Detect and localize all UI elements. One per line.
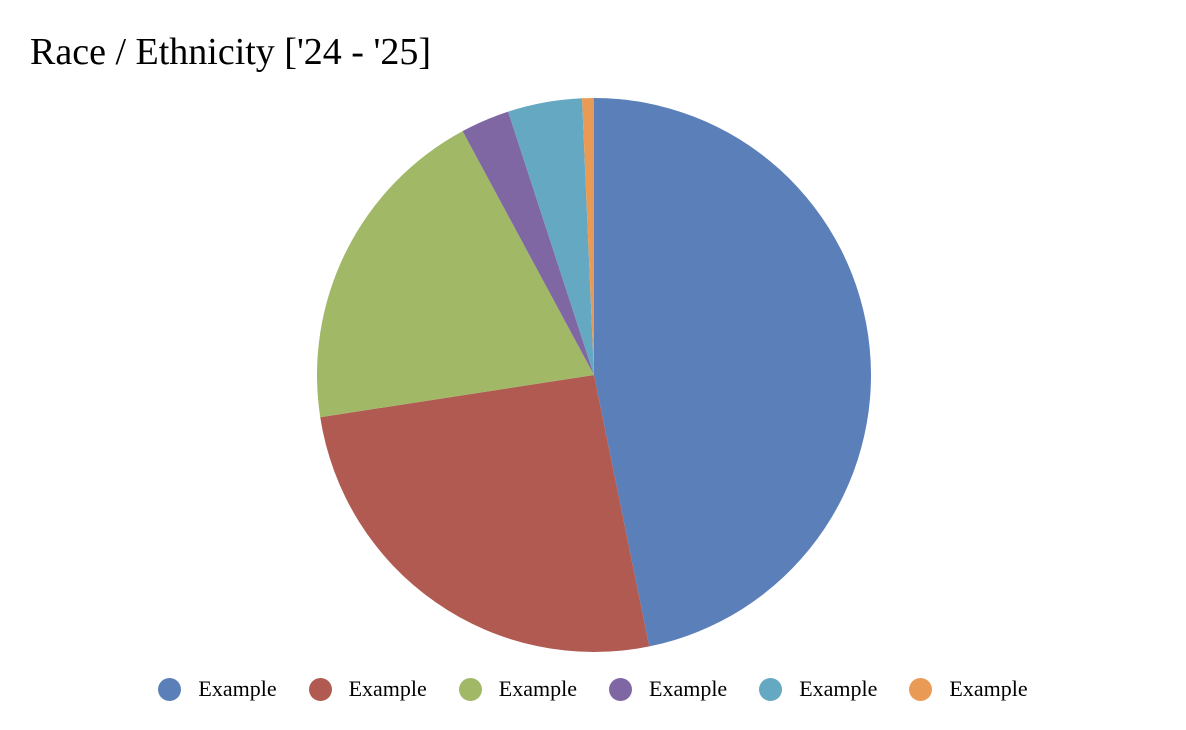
legend-label: Example: [198, 676, 277, 701]
legend-item-1: Example: [158, 676, 277, 702]
legend-item-4: Example: [609, 676, 727, 702]
chart-title: Race / Ethnicity ['24 - '25]: [30, 31, 431, 73]
legend-swatch-icon: [759, 677, 783, 701]
legend-item-2: Example: [308, 676, 427, 702]
legend-item-5: Example: [759, 676, 877, 702]
legend-item-3: Example: [458, 676, 577, 702]
legend-swatch-icon: [909, 677, 933, 701]
pie-slice-4: [462, 111, 594, 375]
legend-label: Example: [348, 676, 427, 701]
legend-swatch-icon: [609, 677, 632, 701]
legend-swatch-icon: [308, 677, 332, 701]
legend-label: Example: [949, 676, 1028, 701]
legend-label: Example: [498, 676, 577, 701]
pie-slice-3: [317, 131, 594, 418]
chart-legend: Example Example Example Example Example Examp…: [0, 672, 1186, 706]
pie-slices: [317, 98, 871, 652]
legend-item-6: Example: [909, 676, 1028, 702]
legend-label: Example: [649, 676, 728, 701]
pie-slice-1: [594, 98, 871, 647]
pie-slice-2: [320, 375, 650, 652]
legend-swatch-icon: [458, 677, 482, 701]
pie-slice-5: [508, 98, 594, 375]
legend-label: Example: [799, 676, 878, 701]
pie-slice-6: [582, 98, 594, 375]
legend-swatch-icon: [158, 677, 182, 701]
